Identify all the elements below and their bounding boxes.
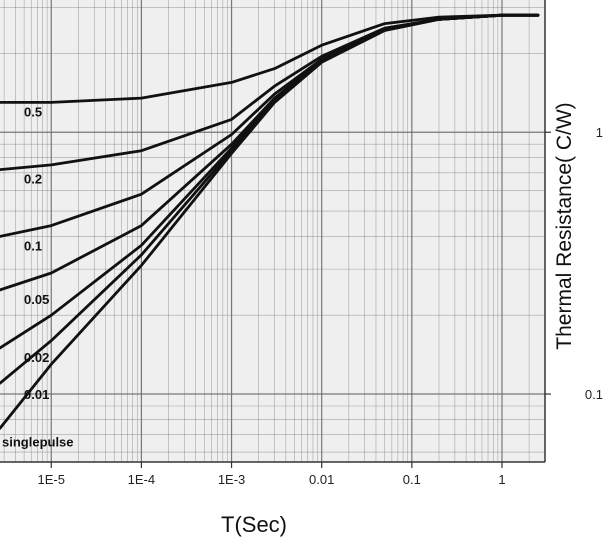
y-axis-ticks: 10.1 <box>545 125 603 402</box>
curve-label: 0.1 <box>24 238 42 253</box>
x-tick-label: 1E-5 <box>38 472 65 487</box>
curve-label: 0.5 <box>24 104 42 119</box>
y-axis-title: Thermal Resistance( C/W) <box>553 102 576 349</box>
curve-label: 0.2 <box>24 172 42 187</box>
curve-label: 0.05 <box>24 292 49 307</box>
x-tick-label: 1E-4 <box>128 472 155 487</box>
curve-line <box>0 13 540 430</box>
curves <box>0 13 540 430</box>
x-tick-label: 0.01 <box>309 472 334 487</box>
curve-labels: 0.5 0.2 0.1 0.05 0.02 0.01 singlepulse <box>2 104 74 449</box>
grid-lines <box>0 0 546 462</box>
x-tick-label: 1E-3 <box>218 472 245 487</box>
y-tick-label: 0.1 <box>585 387 603 402</box>
y-tick-label: 1 <box>596 125 603 140</box>
x-tick-label: 0.1 <box>403 472 421 487</box>
plot-area <box>0 0 545 462</box>
x-axis-title: T(Sec) <box>221 512 287 537</box>
x-axis-ticks: 1E-5 1E-4 1E-3 0.01 0.1 1 <box>38 462 506 487</box>
curve-label: singlepulse <box>2 434 74 449</box>
x-tick-label: 1 <box>498 472 505 487</box>
curve-label: 0.01 <box>24 387 49 402</box>
curve-label: 0.02 <box>24 350 49 365</box>
